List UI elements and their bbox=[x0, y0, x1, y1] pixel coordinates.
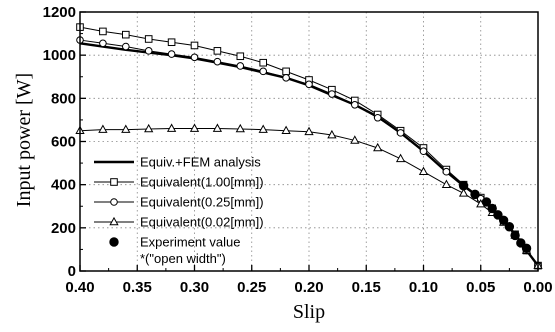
legend-label: Experiment value bbox=[140, 235, 240, 250]
data-point bbox=[419, 147, 428, 156]
legend-marker bbox=[109, 216, 119, 226]
data-point bbox=[121, 124, 131, 133]
x-tick-label: 0.35 bbox=[123, 279, 152, 296]
series-square bbox=[76, 23, 542, 270]
data-point bbox=[281, 125, 291, 135]
data-point bbox=[144, 47, 153, 55]
data-point bbox=[304, 126, 314, 136]
data-point bbox=[99, 39, 107, 48]
x-tick-label: 0.15 bbox=[352, 279, 381, 296]
data-point bbox=[396, 129, 405, 137]
data-point bbox=[167, 50, 176, 58]
y-tick-label: 600 bbox=[51, 134, 76, 151]
data-point bbox=[190, 53, 199, 62]
series-layer bbox=[75, 23, 543, 270]
data-point bbox=[167, 38, 176, 47]
data-point bbox=[498, 215, 509, 225]
data-point bbox=[373, 142, 383, 152]
legend-item: Experiment value bbox=[109, 235, 240, 250]
data-point bbox=[481, 197, 492, 207]
x-tick-label: 0.20 bbox=[294, 279, 323, 296]
data-point bbox=[493, 210, 503, 220]
data-point bbox=[510, 230, 520, 241]
legend-marker bbox=[109, 237, 119, 247]
x-tick-label: 0.40 bbox=[65, 279, 94, 296]
data-point bbox=[418, 166, 429, 176]
data-point bbox=[470, 189, 480, 200]
data-point bbox=[350, 135, 360, 144]
data-point bbox=[328, 90, 336, 98]
y-tick-label: 200 bbox=[51, 220, 76, 237]
legend-label: Equiv.+FEM analysis bbox=[140, 155, 261, 170]
data-point bbox=[189, 123, 200, 132]
legend-item: Equivalent(1.00[mm]) bbox=[94, 175, 264, 190]
legend-marker bbox=[110, 178, 118, 186]
legend-label: Equivalent(0.25[mm]) bbox=[140, 195, 264, 210]
data-point bbox=[327, 129, 337, 139]
data-point bbox=[521, 243, 532, 254]
legend-note: *("open width") bbox=[140, 251, 226, 266]
y-tick-label: 0 bbox=[68, 263, 76, 280]
data-point bbox=[516, 238, 526, 248]
data-point bbox=[235, 123, 245, 133]
data-point bbox=[305, 80, 313, 89]
y-axis-title: Input power [W] bbox=[13, 73, 35, 207]
data-point bbox=[258, 124, 268, 133]
data-point bbox=[442, 167, 451, 176]
data-point bbox=[441, 179, 452, 188]
series-filled-circle bbox=[458, 181, 532, 254]
data-point bbox=[213, 47, 222, 55]
data-point bbox=[122, 30, 130, 39]
legend-item: Equiv.+FEM analysis bbox=[94, 155, 261, 170]
data-point bbox=[213, 57, 222, 66]
data-point bbox=[259, 67, 268, 76]
data-point bbox=[190, 41, 199, 50]
data-point bbox=[144, 35, 153, 43]
data-point bbox=[458, 181, 469, 191]
data-point bbox=[259, 58, 267, 67]
data-point bbox=[373, 113, 382, 122]
data-point bbox=[487, 203, 497, 214]
y-tick-label: 400 bbox=[51, 177, 76, 194]
data-point bbox=[282, 74, 290, 82]
data-point bbox=[395, 153, 406, 163]
x-tick-label: 0.10 bbox=[409, 279, 438, 296]
data-point bbox=[351, 101, 359, 109]
legend-label: Equivalent(0.02[mm]) bbox=[140, 215, 264, 230]
data-point bbox=[122, 42, 130, 51]
axis-ticks bbox=[79, 11, 539, 272]
x-tick-label: 0.25 bbox=[237, 279, 266, 296]
x-tick-label: 0.00 bbox=[523, 279, 552, 296]
data-point bbox=[236, 52, 245, 61]
legend-item: Equivalent(0.02[mm]) bbox=[94, 215, 264, 230]
legend-label: Equivalent(1.00[mm]) bbox=[140, 175, 264, 190]
x-axis-title: Slip bbox=[293, 301, 325, 323]
y-tick-label: 800 bbox=[51, 90, 76, 107]
data-point bbox=[458, 188, 469, 197]
data-point bbox=[282, 67, 290, 76]
data-point bbox=[166, 123, 177, 132]
data-point bbox=[212, 123, 223, 132]
x-tick-label: 0.30 bbox=[180, 279, 209, 296]
legend: Equiv.+FEM analysis Equivalent(1.00[mm]) E… bbox=[94, 155, 264, 266]
data-point bbox=[504, 222, 515, 232]
tick-labels: 0.40 0.35 0.30 0.25 0.20 0.15 0.10 0.05 0.00 0 200… bbox=[43, 4, 553, 296]
y-tick-label: 1200 bbox=[43, 4, 76, 21]
y-tick-label: 1000 bbox=[43, 47, 76, 64]
data-point bbox=[99, 27, 107, 36]
x-tick-label: 0.05 bbox=[466, 279, 495, 296]
data-point bbox=[144, 123, 154, 133]
legend-item: Equivalent(0.25[mm]) bbox=[94, 195, 264, 210]
legend-marker bbox=[110, 198, 118, 206]
data-point bbox=[98, 124, 108, 133]
data-point bbox=[236, 62, 245, 70]
